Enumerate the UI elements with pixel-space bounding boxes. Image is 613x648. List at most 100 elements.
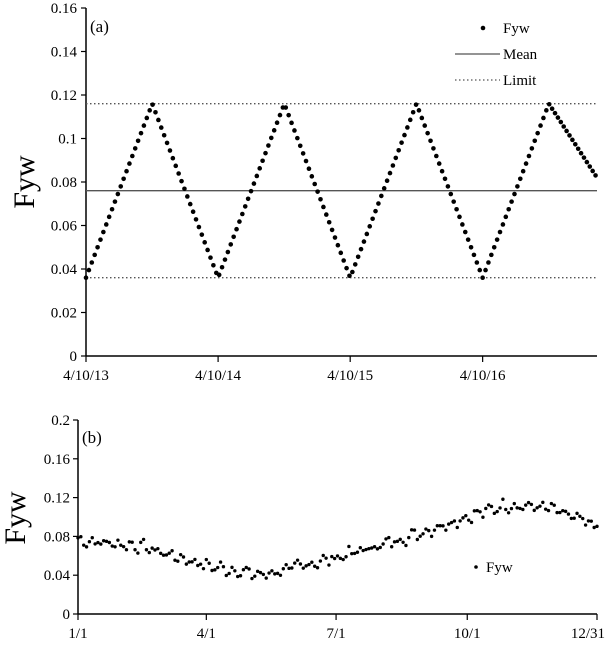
fyw-daily-point	[167, 551, 171, 555]
fyw-daily-point	[427, 528, 431, 533]
fyw-point	[196, 224, 202, 230]
panel-b-x-tick-label: 7/1	[326, 626, 345, 642]
fyw-daily-point	[529, 502, 534, 507]
fyw-daily-point	[164, 553, 169, 557]
fyw-daily-point	[273, 572, 277, 576]
fyw-point	[517, 176, 523, 182]
fyw-daily-point	[595, 524, 599, 529]
fyw-daily-point	[415, 537, 420, 542]
fyw-daily-point	[287, 566, 291, 571]
panel-b-y-tick-label: 0.16	[44, 452, 71, 468]
fyw-point	[321, 204, 326, 210]
fyw-point	[402, 132, 407, 138]
fyw-daily-point	[253, 574, 257, 578]
fyw-daily-point	[475, 508, 479, 513]
panel-a-x-tick-label: 4/10/16	[460, 368, 506, 384]
fyw-point	[512, 191, 517, 197]
fyw-point	[242, 204, 248, 209]
fyw-point	[477, 267, 483, 273]
fyw-point	[109, 206, 115, 212]
fyw-point	[390, 163, 396, 168]
fyw-point	[381, 186, 387, 191]
fyw-daily-point	[506, 511, 511, 515]
fyw-point	[103, 222, 109, 227]
fyw-point	[370, 216, 375, 222]
fyw-daily-point	[404, 543, 408, 548]
fyw-point	[300, 151, 306, 156]
fyw-point	[332, 235, 338, 240]
fyw-daily-point	[478, 510, 482, 514]
fyw-point	[219, 264, 225, 270]
fyw-daily-point	[347, 544, 351, 549]
fyw-daily-point	[464, 513, 468, 518]
fyw-daily-point	[147, 550, 151, 555]
fyw-daily-point	[581, 516, 585, 521]
panel-b-x-tick-label: 12/31	[571, 626, 605, 642]
fyw-point	[564, 128, 569, 134]
fyw-point	[581, 155, 587, 160]
fyw-point	[130, 153, 135, 159]
fyw-point	[570, 137, 575, 143]
panel-b-label: (b)	[82, 428, 102, 447]
fyw-daily-point	[318, 559, 323, 563]
fyw-point	[352, 262, 358, 267]
fyw-daily-point	[486, 503, 491, 507]
fyw-daily-point	[441, 524, 445, 528]
fyw-daily-point	[455, 525, 459, 530]
fyw-daily-point	[546, 508, 551, 513]
fyw-point	[558, 119, 564, 125]
fyw-daily-point	[409, 528, 414, 532]
fyw-daily-point	[432, 528, 437, 532]
panel-b-x-tick-label: 4/1	[197, 626, 216, 642]
fyw-daily-point	[110, 544, 114, 548]
fyw-point	[532, 138, 538, 144]
fyw-point	[292, 128, 297, 133]
fyw-daily-point	[218, 560, 223, 564]
fyw-point	[497, 229, 503, 235]
fyw-point	[376, 201, 381, 206]
fyw-point	[121, 176, 126, 182]
panel-a-fyw-points	[83, 101, 598, 281]
fyw-daily-point	[501, 497, 505, 501]
fyw-daily-point	[321, 553, 325, 558]
panel-a-x-tick-label: 4/10/15	[327, 368, 373, 384]
fyw-point	[546, 101, 552, 107]
fyw-daily-point	[156, 546, 160, 551]
legend-fyw-label: Fyw	[503, 21, 530, 37]
fyw-daily-point	[193, 557, 197, 562]
fyw-point	[407, 117, 413, 123]
fyw-point	[234, 226, 239, 232]
fyw-point	[491, 244, 497, 250]
fyw-point	[144, 115, 150, 121]
fyw-point	[179, 178, 184, 184]
panel-b-x-tick-label: 1/1	[68, 626, 87, 642]
panel-a-y-tick-label: 0.14	[51, 45, 78, 61]
fyw-point	[86, 267, 92, 273]
fyw-point	[216, 272, 222, 278]
fyw-daily-point	[392, 540, 397, 544]
fyw-daily-point	[113, 545, 117, 549]
panel-b: 00.040.080.120.160.2 1/1 4/1 7/1 10/1 12/31 …	[0, 413, 605, 642]
fyw-point	[373, 208, 378, 214]
fyw-point	[153, 110, 158, 115]
fyw-daily-point	[429, 534, 434, 539]
fyw-daily-point	[230, 565, 234, 570]
fyw-daily-point	[558, 510, 562, 515]
fyw-daily-point	[332, 556, 337, 561]
fyw-point	[112, 199, 118, 204]
fyw-point	[552, 110, 558, 116]
fyw-point	[173, 163, 179, 169]
fyw-daily-point	[258, 570, 263, 575]
fyw-daily-point	[586, 519, 591, 523]
fyw-daily-point	[150, 546, 154, 550]
fyw-point	[295, 135, 300, 141]
fyw-point	[98, 237, 103, 242]
fyw-daily-point	[93, 542, 97, 546]
fyw-daily-point	[224, 573, 228, 578]
fyw-point	[361, 239, 367, 244]
fyw-point	[483, 267, 488, 273]
fyw-point	[237, 219, 242, 224]
fyw-point	[182, 186, 187, 192]
fyw-daily-point	[524, 503, 528, 507]
fyw-point	[520, 168, 526, 174]
